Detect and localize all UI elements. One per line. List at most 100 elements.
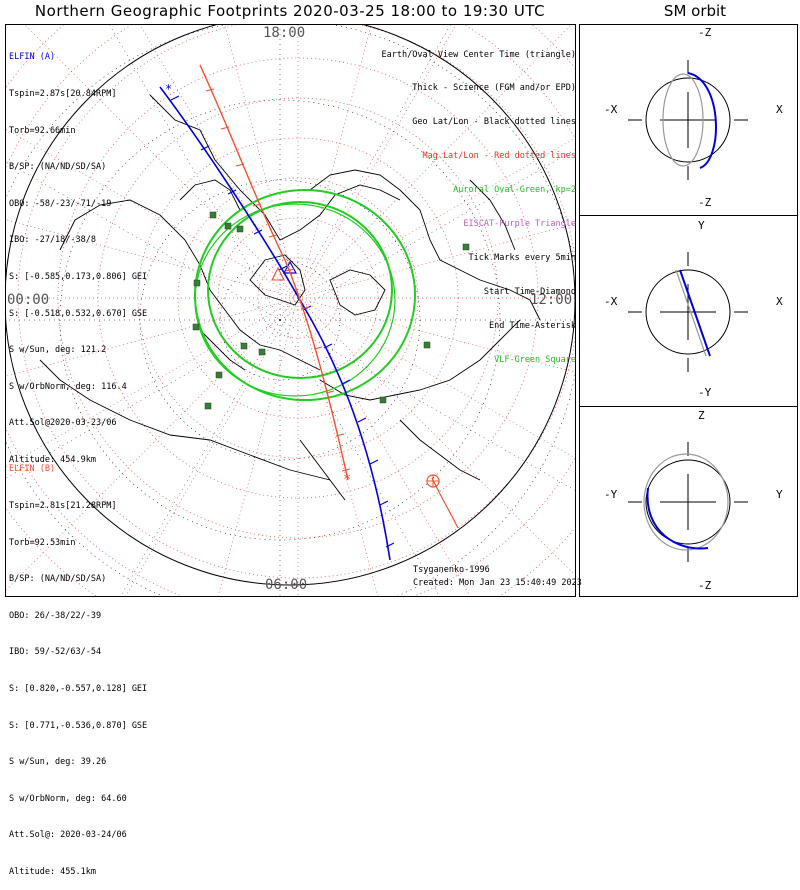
sm-orbit-b (675, 269, 707, 357)
elfin-b-tick (325, 390, 335, 394)
vlf-square (215, 371, 223, 379)
polar-frame (5, 24, 576, 597)
polar-map: ** (6, 25, 575, 596)
elfin-b-header: ELFIN (B) (9, 464, 56, 475)
sm3-left: -Y (604, 488, 618, 501)
geo-lon-line (6, 161, 281, 321)
elfin-b-tick (300, 306, 310, 310)
sm-orbit-a (646, 487, 709, 550)
elfin-b-tick (335, 433, 345, 437)
coastline (199, 329, 246, 371)
elfin-a-tick (369, 459, 379, 465)
geo-lon-line (279, 149, 575, 321)
geo-lon-line (6, 319, 281, 479)
coastline (319, 319, 521, 401)
sm1-right: X (776, 103, 783, 116)
sm2-right: X (776, 295, 783, 308)
sm1-left: -X (604, 103, 618, 116)
sm2-top: Y (698, 219, 705, 232)
elfin-a-header: ELFIN (A) (9, 52, 56, 63)
elfin-b-segment (431, 477, 459, 529)
sm-orbit-title: SM orbit (663, 2, 727, 20)
legend-item: VLF-Green Square (494, 354, 576, 365)
legend-item: EISCAT-Purple Triangle (463, 219, 576, 230)
elfin-b-line: IBO: 59/-52/63/-54 (9, 647, 102, 658)
elfin-a-tick (341, 379, 351, 385)
elfin-a-tick (357, 417, 367, 423)
elfin-b-tick (235, 163, 245, 167)
mlt-label-left: 00:00 (7, 292, 50, 308)
elfin-a-line: S w/OrbNorm, deg: 116.4 (9, 381, 127, 392)
elfin-b-center-triangle (271, 266, 285, 281)
elfin-b-line: Torb=92.53min (9, 537, 76, 548)
sm3-right: Y (776, 488, 783, 501)
legend-item: Geo Lat/Lon - Black dotted lines (412, 117, 576, 128)
coastline (59, 199, 321, 371)
elfin-a-start-asterisk: * (165, 82, 172, 96)
elfin-b-tick (205, 88, 215, 92)
footprint-plot: ** (5, 24, 798, 597)
sm2-left: -X (604, 295, 618, 308)
sm1-top: -Z (698, 26, 712, 39)
auroral-oval-equatorward (194, 203, 396, 397)
geo-lon-line (120, 319, 281, 596)
earth-limb (6, 25, 575, 586)
elfin-a-tick (200, 145, 210, 151)
elfin-b-tick (252, 203, 262, 207)
vlf-square (236, 225, 244, 233)
elfin-b-tick (285, 268, 295, 272)
sm1-bottom: -Z (698, 196, 712, 209)
sm-orbit-b (643, 453, 729, 551)
model-label: Tsyganenko-1996 (413, 565, 490, 575)
elfin-a-line: Tspin=2.87s[20.84RPM] (9, 89, 117, 99)
elfin-a-line: S: [-0.518,0.532,0.670] GSE (9, 308, 148, 319)
sm2-bottom: -Y (698, 386, 712, 399)
coastline (399, 419, 481, 481)
sm-orbit-a (679, 269, 711, 357)
elfin-a-track (159, 86, 391, 561)
geo-lon-line (279, 319, 575, 491)
elfin-b-start-cross (427, 475, 439, 487)
elfin-a-tick (323, 343, 333, 349)
legend-item: Earth/Oval View Center Time (triangle) (381, 49, 576, 60)
mlt-label-top: 18:00 (263, 25, 306, 41)
elfin-a-tick (227, 189, 237, 195)
legend: Earth/Oval View Center Time (triangle) T… (382, 27, 576, 377)
elfin-b-tick (268, 234, 278, 238)
chart-title: Northern Geographic Footprints 2020-03-2… (34, 2, 546, 20)
mlt-label-bottom: 06:00 (265, 577, 308, 593)
elfin-a-tick (278, 265, 288, 271)
elfin-a-line: B/SP: (NA/ND/SD/SA) (9, 162, 107, 173)
coastline (39, 359, 331, 481)
sm-orbit-b (662, 73, 704, 167)
elfin-b-tick (220, 126, 230, 130)
elfin-a-info: ELFIN (A) Tspin=2.87s[20.84RPM] Torb=92.… (9, 27, 147, 478)
coastline (469, 179, 516, 251)
legend-item: Start Time-Diamond (483, 286, 576, 297)
vlf-square (462, 243, 470, 251)
vlf-square (379, 396, 387, 404)
sm-orbit-a (687, 72, 717, 169)
elfin-b-line: Altitude: 455.1km (9, 866, 96, 877)
elfin-a-line: OBO: -58/-23/-71/-19 (9, 198, 112, 209)
vlf-square (204, 402, 212, 410)
elfin-b-tick (341, 468, 351, 472)
sm-frame (579, 24, 798, 597)
vlf-square (258, 348, 266, 356)
coastline (149, 94, 401, 241)
elfin-b-info: ELFIN (B) Tspin=2.81s[21.28RPM] Torb=92.… (9, 439, 147, 890)
elfin-b-track (199, 64, 349, 481)
elfin-b-tick (313, 346, 323, 350)
legend-item: Thick - Science (FGM and/or EPD) (412, 83, 576, 94)
sm-earth-circle (645, 77, 731, 163)
mlt-label-right: 12:00 (530, 292, 573, 308)
coastline (329, 269, 386, 316)
elfin-a-tick (253, 229, 263, 235)
legend-item: End Time-Asterisk (489, 320, 576, 331)
coastline (309, 169, 541, 321)
legend-item: Auroral Oval-Green, kp=2 (453, 185, 576, 196)
elfin-b-line: OBO: 26/-38/22/-39 (9, 610, 102, 621)
legend-item: Mag Lat/Lon - Red dotted lines (422, 151, 576, 162)
elfin-b-line: S w/OrbNorm, deg: 64.60 (9, 793, 127, 804)
vlf-square (224, 222, 232, 230)
